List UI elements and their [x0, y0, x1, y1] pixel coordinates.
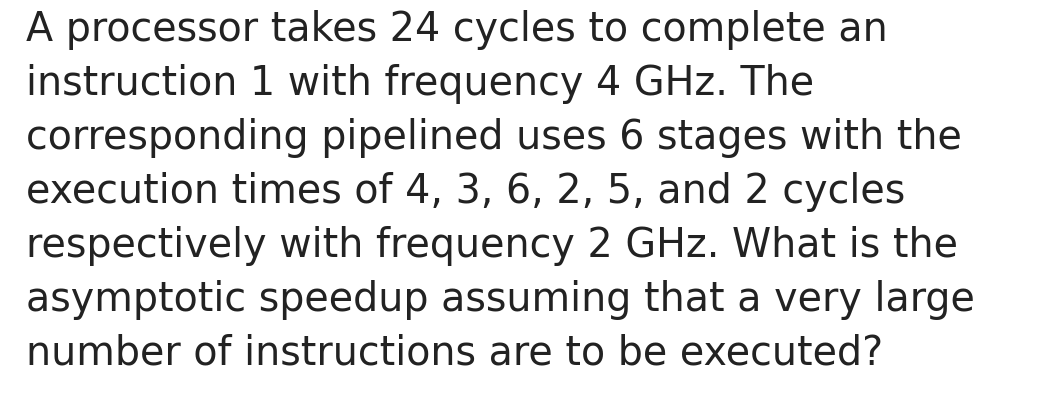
- Text: A processor takes 24 cycles to complete an
instruction 1 with frequency 4 GHz. T: A processor takes 24 cycles to complete …: [26, 10, 975, 374]
